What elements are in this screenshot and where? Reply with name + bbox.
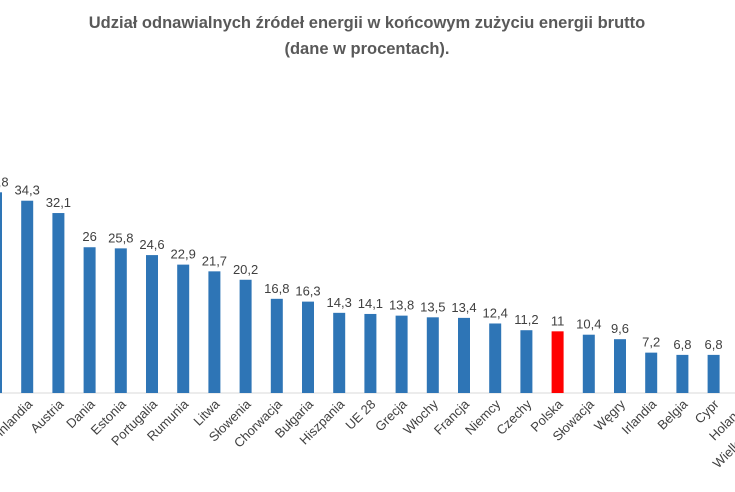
bar (426, 317, 439, 393)
value-label: 11 (551, 313, 565, 328)
bar (0, 192, 2, 393)
bar (707, 354, 720, 393)
value-label: 13,5 (420, 299, 445, 314)
bar (270, 298, 283, 393)
bar (177, 264, 190, 393)
value-label: 32,1 (46, 195, 71, 210)
bar (582, 334, 595, 393)
chart-subtitle: (dane w procentach). (284, 40, 449, 58)
value-label: 6,8 (705, 337, 723, 352)
bar (21, 200, 34, 393)
value-label: 16,8 (264, 281, 289, 296)
bar (83, 247, 96, 393)
value-label: 21,7 (202, 253, 227, 268)
value-label: 20,2 (233, 262, 258, 277)
bar (676, 354, 689, 393)
bar (52, 213, 65, 393)
value-label: 25,8 (108, 230, 133, 245)
value-label: 35,8 (0, 174, 9, 189)
value-label: 12,4 (483, 305, 508, 320)
bar (364, 313, 377, 393)
x-tick-label: Czechy (493, 396, 535, 438)
value-label: 13,8 (389, 298, 414, 313)
x-tick-label: Belgia (654, 396, 691, 433)
value-label: 7,2 (642, 335, 660, 350)
value-label: 6,8 (673, 337, 691, 352)
x-tick-label: Irlandia (619, 396, 660, 437)
x-tick-label: Finlandia (0, 396, 36, 444)
bar (302, 301, 314, 393)
value-label: 16,3 (295, 284, 320, 299)
x-tick-label: UE 28 (342, 397, 378, 433)
value-label: 11,2 (514, 312, 538, 327)
bar (208, 271, 221, 393)
value-label: 22,9 (171, 247, 196, 262)
bar (551, 331, 564, 393)
value-label: 9,6 (611, 321, 629, 336)
bar (489, 323, 502, 393)
chart-title: Udział odnawialnych źródeł energii w koń… (89, 14, 646, 32)
value-label: 24,6 (139, 237, 164, 252)
bar (645, 352, 658, 393)
bar (114, 248, 127, 393)
bar (520, 330, 533, 393)
bar (146, 255, 158, 393)
value-label: 34,3 (15, 183, 40, 198)
value-label: 14,3 (327, 295, 352, 310)
value-label: 13,4 (451, 300, 476, 315)
x-tick-label: Austria (27, 396, 67, 436)
value-label: 10,4 (576, 317, 601, 332)
bar (239, 279, 252, 393)
value-label: 26 (82, 229, 96, 244)
bar (458, 317, 470, 393)
bar (395, 315, 408, 393)
bar (614, 339, 626, 393)
value-label: 14,1 (358, 296, 383, 311)
bar (333, 312, 346, 393)
